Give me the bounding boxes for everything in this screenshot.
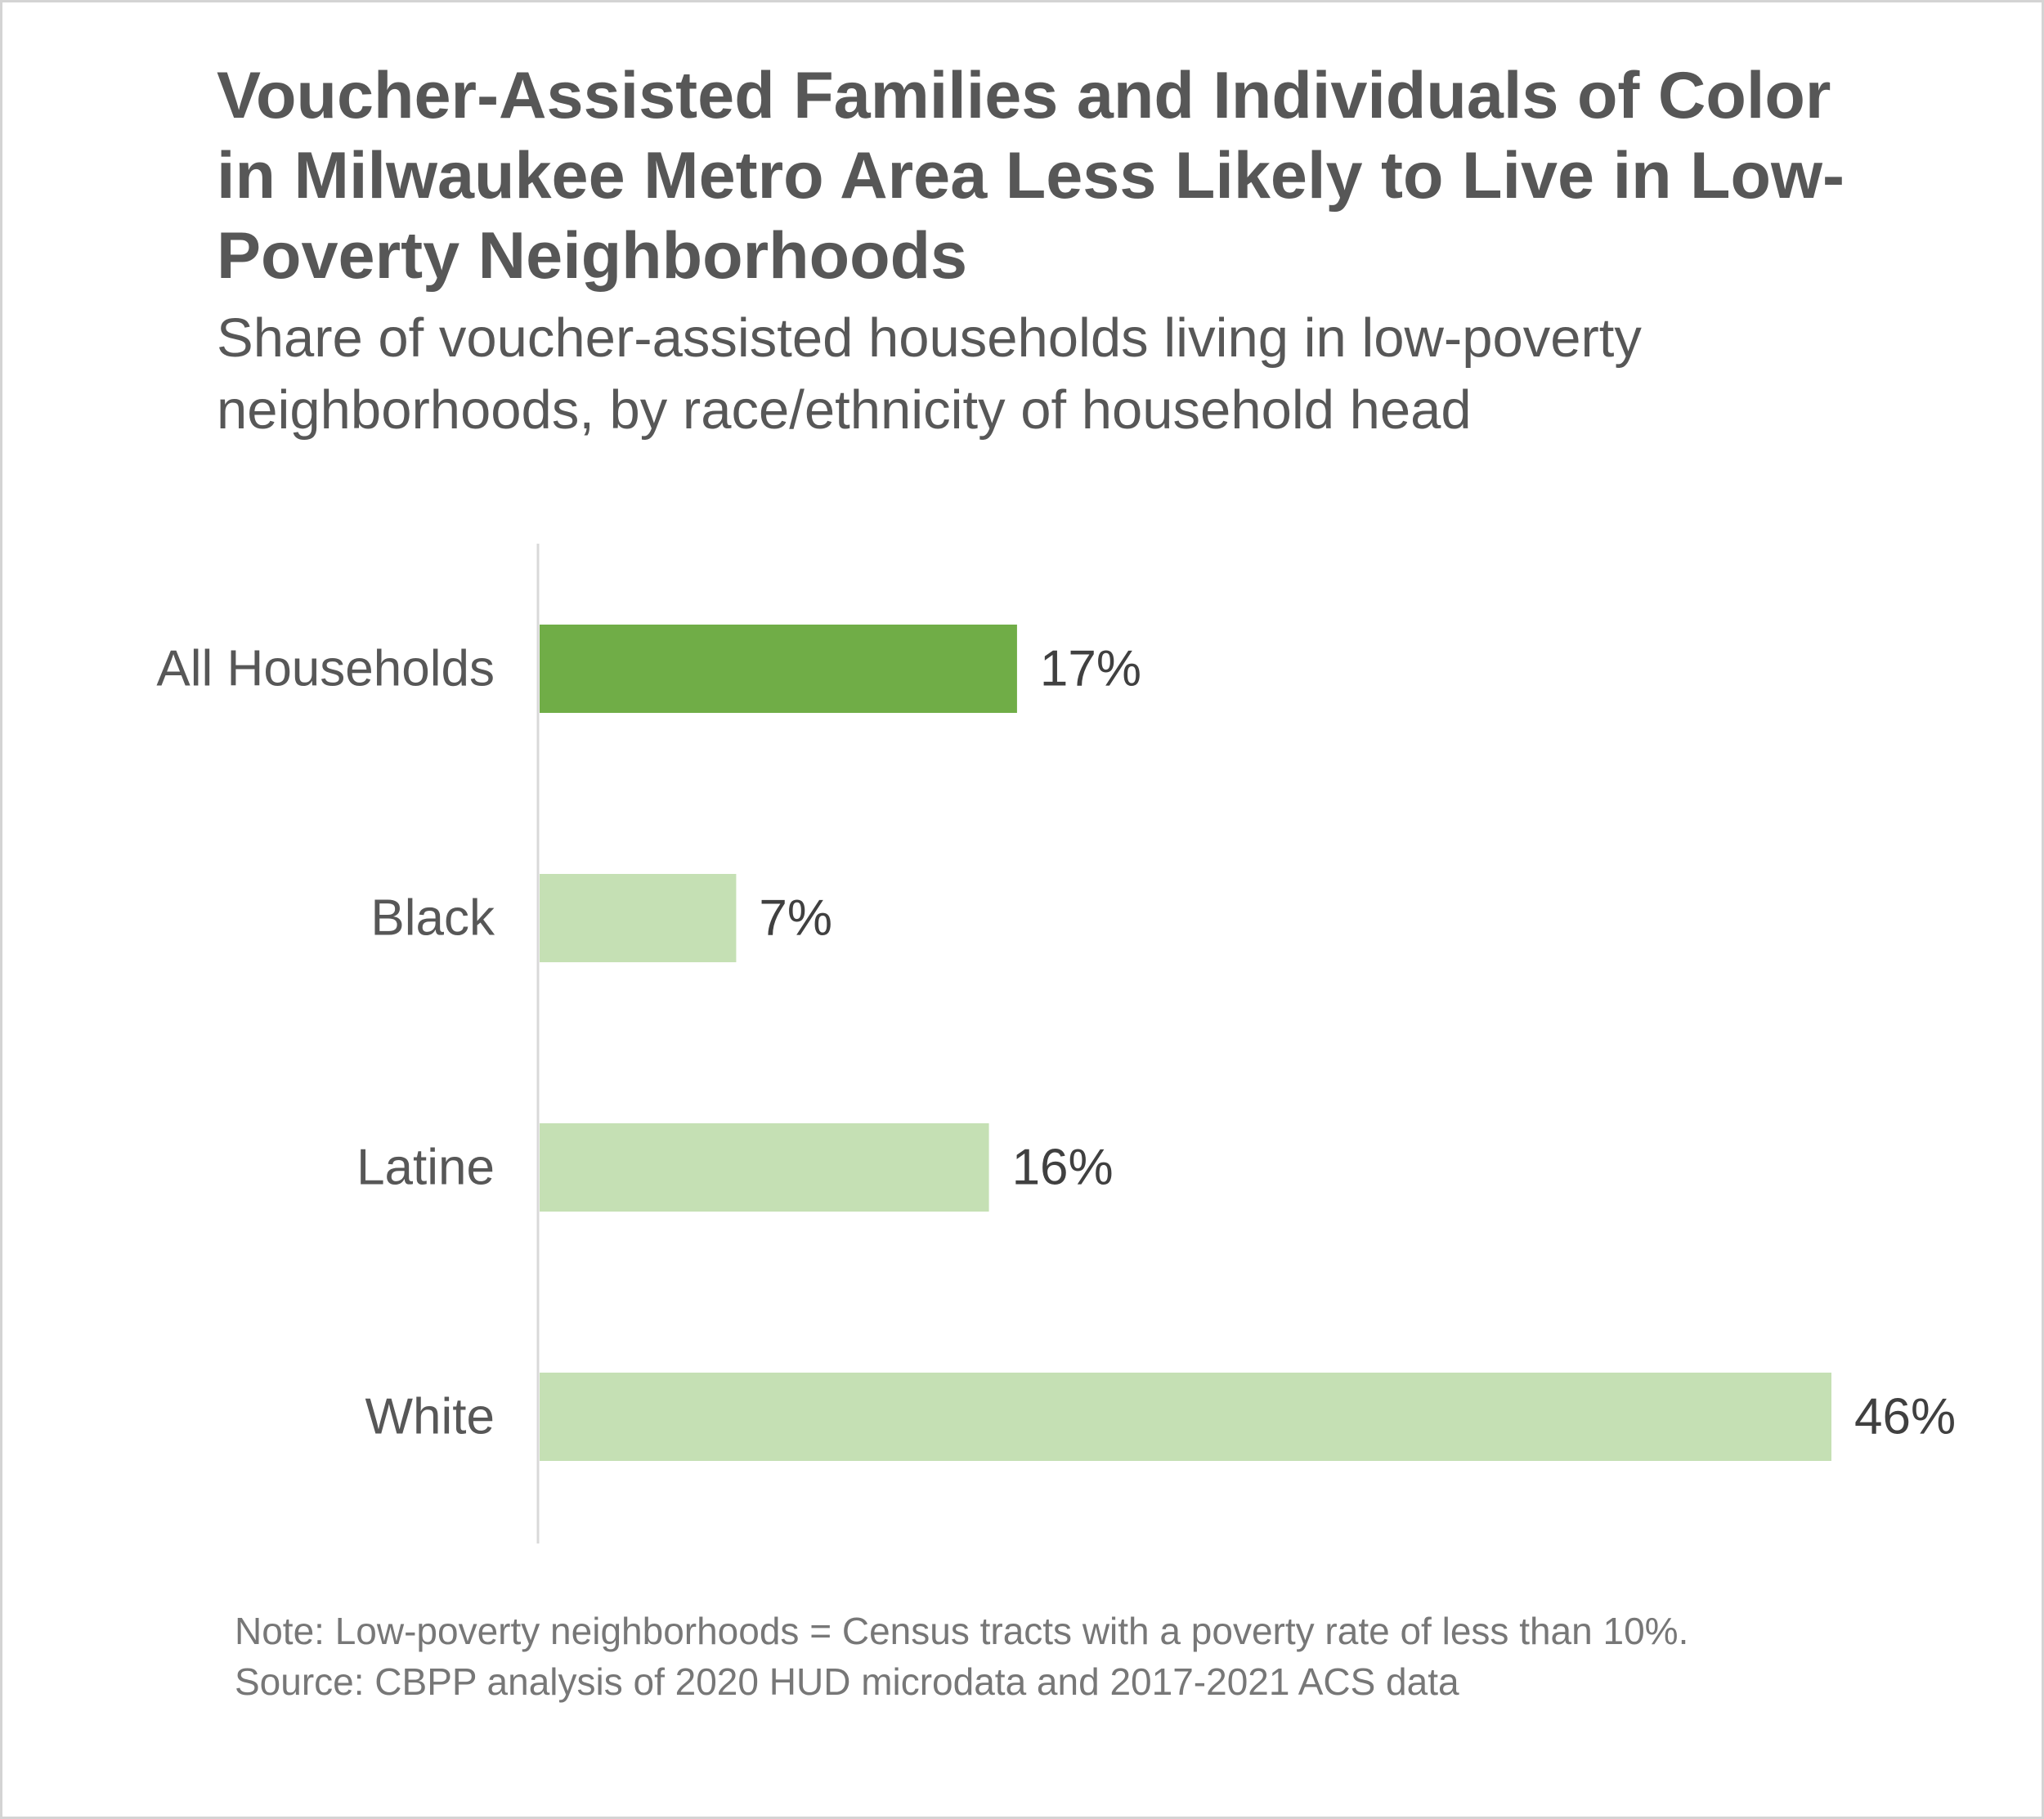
value-label-latine: 16% — [1012, 1140, 1114, 1196]
category-label-all-households: All Households — [156, 641, 495, 697]
chart-subtitle: Share of voucher-assisted households liv… — [217, 307, 1642, 441]
bar-black — [540, 874, 737, 962]
source-text: Source: CBPP analysis of 2020 HUD microd… — [235, 1660, 1459, 1703]
category-label-latine: Latine — [356, 1140, 495, 1196]
bar-chart: All Households 17% Black 7% Latine 16% White 46… — [156, 544, 1956, 1543]
value-label-black: 7% — [759, 890, 832, 947]
category-label-white: White — [365, 1389, 495, 1445]
value-label-all-households: 17% — [1040, 641, 1141, 697]
bar-latine — [540, 1123, 989, 1212]
chart-title: Voucher-Assisted Families and Individual… — [217, 59, 1845, 293]
note-text: Note: Low-poverty neighborhoods = Census… — [235, 1610, 1689, 1652]
chart-footnote: Note: Low-poverty neighborhoods = Census… — [235, 1606, 1688, 1707]
value-label-white: 46% — [1854, 1389, 1956, 1445]
category-label-black: Black — [370, 890, 495, 947]
bar-white — [540, 1373, 1831, 1461]
bar-all-households — [540, 625, 1017, 713]
